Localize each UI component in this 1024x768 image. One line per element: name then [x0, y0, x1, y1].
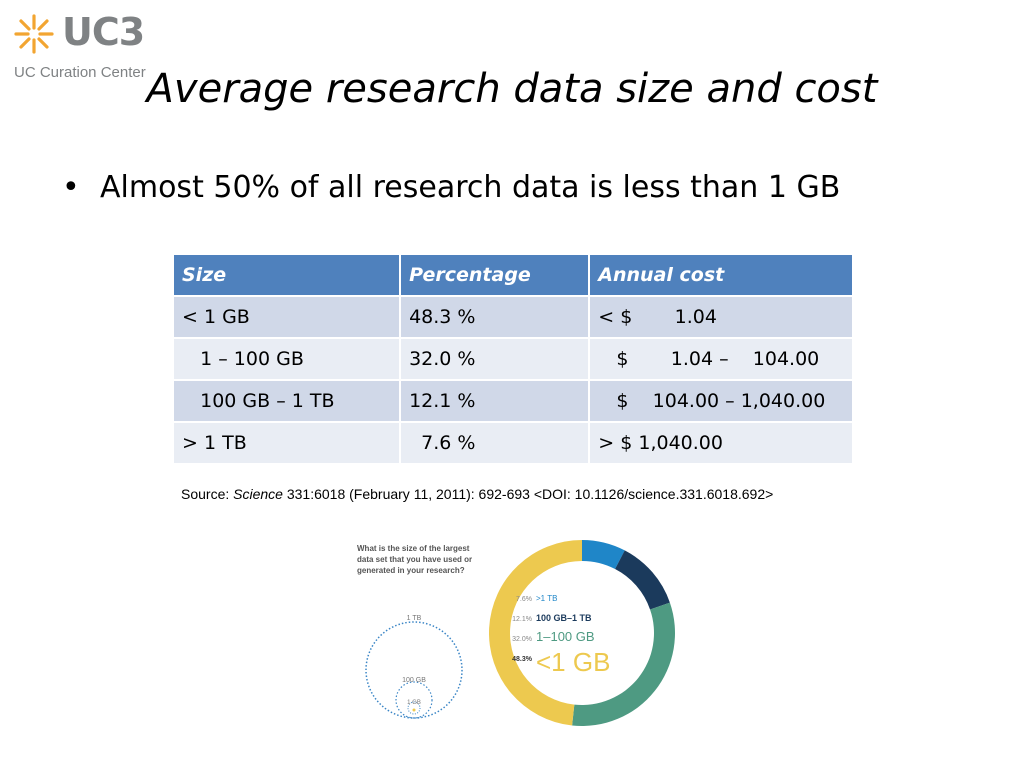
header-annual-cost: Annual cost — [588, 253, 854, 297]
cell-size: < 1 GB — [171, 295, 402, 339]
slide-title: Average research data size and cost — [146, 66, 878, 112]
legend-label-lt1gb: <1 GB — [536, 647, 610, 677]
cell-percentage: 32.0 % — [399, 337, 591, 381]
starburst-logo-icon — [14, 14, 54, 54]
cell-percentage: 7.6 % — [399, 421, 591, 465]
donut-legend: 7.6% >1 TB 12.1% 100 GB–1 TB 32.0% 1–100… — [512, 594, 610, 677]
source-journal: Science — [233, 486, 283, 502]
donut-slice — [572, 602, 675, 726]
cell-annual-cost: > $ 1,040.00 — [588, 421, 854, 465]
legend-label-gt1tb: >1 TB — [536, 594, 557, 603]
donut-slice — [488, 540, 582, 726]
cell-annual-cost: $ 104.00 – 1,040.00 — [588, 379, 854, 423]
dot-marker — [412, 708, 416, 712]
infographic-question-line: What is the size of the largest — [357, 544, 470, 553]
donut-slice — [615, 550, 670, 610]
donut-slice — [582, 540, 625, 570]
bullet-dot-icon: • — [62, 170, 80, 205]
circle-label-1tb: 1 TB — [407, 615, 422, 622]
table-row: < 1 GB 48.3 % < $ 1.04 — [171, 295, 854, 339]
uc3-logo: UC3 UC Curation Center — [12, 8, 162, 81]
cell-annual-cost: $ 1.04 – 104.00 — [588, 337, 854, 381]
cell-percentage: 12.1 % — [399, 379, 591, 423]
legend-pct-100gb-1tb: 12.1% — [512, 616, 532, 623]
circle-1gb — [407, 701, 421, 715]
donut-chart — [488, 540, 675, 726]
infographic-question-line: data set that you have used or — [357, 555, 472, 564]
source-details: 331:6018 (February 11, 2011): 692-693 <D… — [282, 486, 774, 502]
table-row: 1 – 100 GB 32.0 % $ 1.04 – 104.00 — [171, 337, 854, 381]
table-row: 100 GB – 1 TB 12.1 % $ 104.00 – 1,040.00 — [171, 379, 854, 423]
infographic-question-line: generated in your research? — [357, 566, 465, 575]
table-row: > 1 TB 7.6 % > $ 1,040.00 — [171, 421, 854, 465]
circle-100gb — [395, 681, 433, 719]
data-size-cost-table: Size Percentage Annual cost < 1 GB 48.3 … — [171, 253, 854, 465]
cell-size: > 1 TB — [171, 421, 402, 465]
source-citation: Source: Science 331:6018 (February 11, 2… — [181, 486, 773, 502]
legend-pct-gt1tb: 7.6% — [516, 596, 532, 603]
cell-annual-cost: < $ 1.04 — [588, 295, 854, 339]
cell-size: 1 – 100 GB — [171, 337, 402, 381]
logo-subtitle: UC Curation Center — [14, 64, 146, 81]
header-size: Size — [171, 253, 402, 297]
bullet-text: Almost 50% of all research data is less … — [100, 170, 841, 205]
circle-label-1gb: 1 GB — [407, 700, 421, 706]
legend-pct-1-100gb: 32.0% — [512, 636, 532, 643]
header-percentage: Percentage — [399, 253, 591, 297]
table-header-row: Size Percentage Annual cost — [171, 253, 854, 297]
bullet-point: • Almost 50% of all research data is less… — [62, 170, 840, 205]
source-prefix: Source: — [181, 486, 234, 502]
cell-size: 100 GB – 1 TB — [171, 379, 402, 423]
circle-1tb — [365, 621, 463, 719]
legend-label-1-100gb: 1–100 GB — [536, 629, 595, 644]
cell-percentage: 48.3 % — [399, 295, 591, 339]
logo-wordmark: UC3 — [62, 10, 145, 54]
data-size-infographic: What is the size of the largest data set… — [357, 540, 675, 726]
legend-pct-lt1gb: 48.3% — [512, 656, 533, 663]
legend-label-100gb-1tb: 100 GB–1 TB — [536, 613, 592, 623]
circle-label-100gb: 100 GB — [402, 677, 426, 684]
